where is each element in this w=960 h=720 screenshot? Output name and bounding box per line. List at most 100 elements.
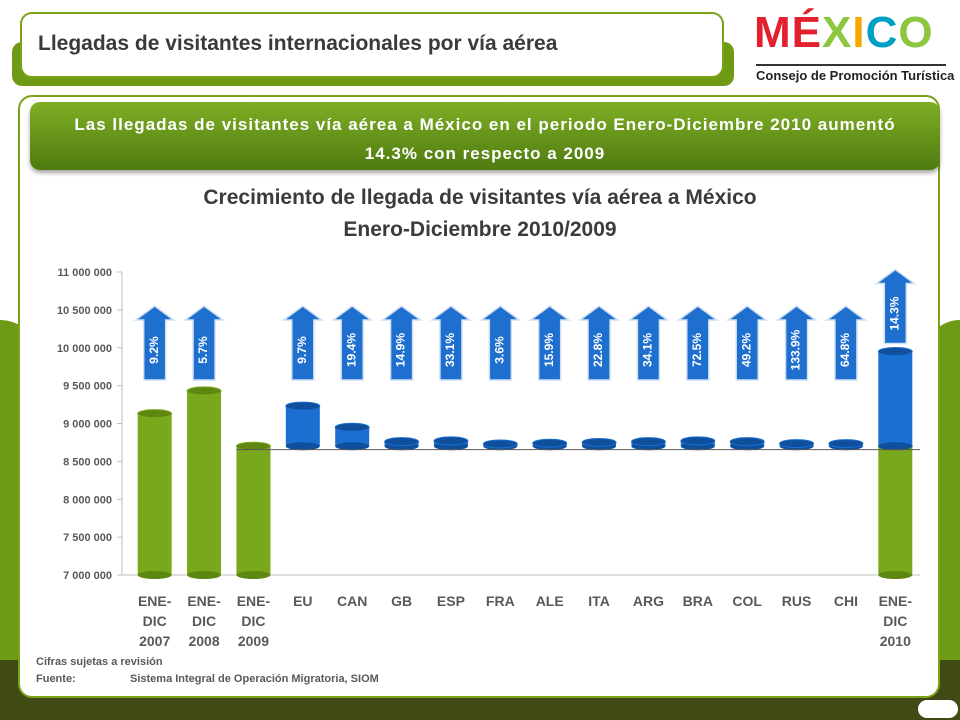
growth-label: 49.2%: [739, 333, 753, 367]
logo-letter: X: [822, 8, 853, 57]
logo-letter: O: [898, 8, 934, 57]
x-tick-label: ENE-: [237, 593, 271, 609]
banner-line-1: Las llegadas de visitantes vía aérea a M…: [74, 115, 896, 134]
bar-increment: [779, 439, 815, 451]
x-tick-label: ARG: [633, 593, 664, 609]
x-tick-label: ESP: [437, 593, 465, 609]
bar-increment: [285, 401, 321, 451]
growth-label: 5.7%: [196, 336, 210, 364]
bar-total: [137, 409, 173, 579]
growth-label: 14.3%: [887, 296, 901, 330]
x-tick-label: 2010: [880, 633, 911, 649]
x-tick-label: CHI: [834, 593, 858, 609]
growth-arrow: 33.1%: [429, 305, 473, 381]
growth-label: 15.9%: [542, 333, 556, 367]
logo-letter: I: [852, 8, 866, 57]
growth-arrow: 34.1%: [627, 305, 670, 381]
bar-increment: [581, 437, 617, 451]
x-tick-label: 2008: [188, 633, 219, 649]
growth-arrow: 9.2%: [133, 305, 176, 381]
growth-arrow: 49.2%: [725, 305, 769, 381]
corner-pill: [918, 700, 958, 718]
growth-label: 34.1%: [641, 333, 655, 367]
summary-banner: Las llegadas de visitantes vía aérea a M…: [30, 102, 940, 170]
growth-arrow: 5.7%: [182, 305, 226, 381]
growth-arrow: 14.3%: [874, 268, 917, 345]
growth-label: 3.6%: [492, 336, 506, 364]
logo-wordmark: MÉXICO: [754, 8, 934, 58]
bar-increment: [532, 438, 568, 451]
growth-label: 14.9%: [394, 333, 408, 367]
bar-total: [235, 441, 271, 579]
x-tick-label: RUS: [782, 593, 812, 609]
growth-arrow: 72.5%: [676, 305, 720, 381]
growth-arrow: 64.8%: [824, 305, 868, 381]
bar-increment: [630, 437, 666, 451]
growth-arrow: 9.7%: [281, 305, 325, 381]
y-tick-label: 9 000 000: [63, 419, 112, 431]
x-tick-label: EU: [293, 593, 312, 609]
x-tick-label: 2009: [238, 633, 269, 649]
page-title: Llegadas de visitantes internacionales p…: [38, 32, 558, 55]
bar-increment: [482, 439, 518, 451]
title-box: Llegadas de visitantes internacionales p…: [20, 12, 724, 78]
x-tick-label: FRA: [486, 593, 515, 609]
chart-title-line-2: Enero-Diciembre 2010/2009: [343, 218, 617, 241]
bar-total-base: [877, 441, 913, 579]
x-tick-label: ENE-: [187, 593, 221, 609]
x-tick-label: ALE: [536, 593, 564, 609]
y-tick-label: 8 000 000: [63, 494, 112, 506]
bar-increment: [729, 437, 765, 451]
y-tick-label: 7 500 000: [63, 532, 112, 544]
growth-label: 133.9%: [789, 329, 803, 370]
x-tick-label: DIC: [883, 613, 907, 629]
growth-label: 9.2%: [147, 336, 161, 364]
growth-arrow: 15.9%: [528, 305, 571, 381]
x-tick-label: DIC: [192, 613, 216, 629]
bar-increment: [334, 422, 370, 451]
chart-title-line-1: Crecimiento de llegada de visitantes vía…: [203, 186, 757, 209]
growth-label: 22.8%: [591, 333, 605, 367]
growth-label: 9.7%: [295, 336, 309, 364]
growth-label: 64.8%: [838, 333, 852, 367]
growth-label: 72.5%: [690, 333, 704, 367]
y-tick-label: 7 000 000: [63, 570, 112, 582]
y-tick-label: 10 500 000: [57, 305, 112, 317]
logo-letter: É: [791, 8, 823, 57]
growth-arrow: 133.9%: [775, 305, 818, 381]
bar-increment: [680, 436, 716, 451]
y-tick-label: 11 000 000: [58, 267, 112, 279]
growth-arrow: 19.4%: [330, 305, 374, 381]
x-tick-label: CAN: [337, 593, 367, 609]
x-tick-label: DIC: [241, 613, 265, 629]
content-panel: [18, 95, 940, 698]
bar-increment: [384, 437, 420, 451]
bar-increment: [433, 436, 469, 451]
x-tick-label: ENE-: [138, 593, 172, 609]
y-tick-label: 9 500 000: [63, 381, 112, 393]
growth-label: 19.4%: [344, 333, 358, 367]
x-tick-label: COL: [732, 593, 762, 609]
y-tick-label: 8 500 000: [63, 456, 112, 468]
x-tick-label: DIC: [143, 613, 167, 629]
logo-letter: M: [754, 8, 792, 57]
x-tick-label: 2007: [139, 633, 170, 649]
growth-arrow: 14.9%: [380, 305, 423, 381]
bar-total-increment: [877, 347, 913, 451]
x-tick-label: ITA: [588, 593, 610, 609]
growth-arrow: 22.8%: [577, 305, 621, 381]
bar-increment: [828, 439, 864, 451]
banner-line-2: 14.3% con respecto a 2009: [364, 144, 606, 163]
bar-total: [186, 386, 222, 579]
source-text: Sistema Integral de Operación Migratoria…: [130, 673, 379, 685]
source-label: Fuente:: [36, 673, 76, 685]
revision-note: Cifras sujetas a revisión: [36, 656, 163, 668]
logo-subtitle: Consejo de Promoción Turística: [756, 68, 955, 83]
mexico-logo: MÉXICO Consejo de Promoción Turística: [752, 8, 955, 88]
logo-divider: [756, 64, 946, 66]
growth-label: 33.1%: [443, 333, 457, 367]
logo-letter: C: [865, 8, 899, 57]
x-tick-label: GB: [391, 593, 412, 609]
y-tick-label: 10 000 000: [57, 343, 112, 355]
